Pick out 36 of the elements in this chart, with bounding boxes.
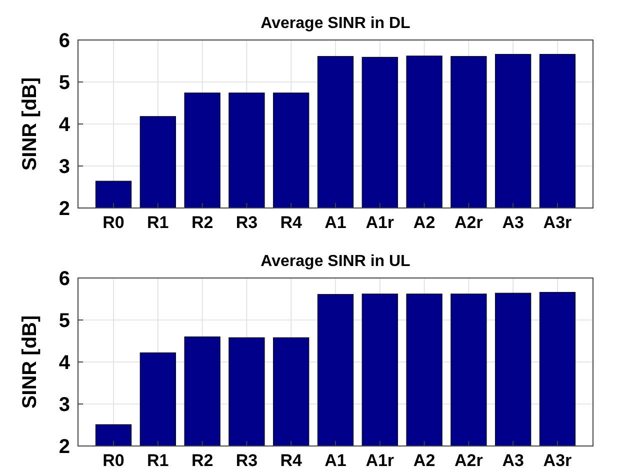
x-tick-label: R0: [102, 451, 124, 470]
x-tick-label: R3: [236, 451, 258, 470]
x-tick-label: A1r: [366, 451, 394, 470]
x-tick-label: A1: [324, 451, 346, 470]
x-tick-label: A2r: [454, 213, 484, 232]
x-tick-label: A3r: [543, 213, 572, 232]
x-tick-label: R4: [280, 213, 303, 232]
x-tick-label: R1: [147, 451, 169, 470]
x-tick-label: A2r: [454, 451, 484, 470]
x-tick-label: R2: [191, 451, 214, 470]
x-tick-label: A2: [413, 451, 436, 470]
x-tick-label: A2: [413, 213, 436, 232]
y-tick-label: 2: [58, 436, 70, 458]
y-tick-label: 3: [58, 394, 70, 416]
y-tick-label: 6: [58, 30, 70, 52]
y-tick-label: 3: [58, 156, 70, 178]
y-axis-title: SINR [dB]: [19, 77, 41, 171]
x-tick-label: A3r: [543, 451, 572, 470]
chart-title: Average SINR in DL: [260, 15, 411, 32]
x-tick-label: R2: [191, 213, 214, 232]
x-tick-label: R0: [102, 213, 124, 232]
x-tick-label: A3: [502, 213, 524, 232]
y-tick-label: 5: [58, 310, 70, 332]
x-tick-label: R3: [236, 213, 258, 232]
y-tick-label: 2: [58, 198, 70, 220]
x-tick-label: R1: [147, 213, 169, 232]
y-tick-label: 6: [58, 268, 70, 290]
y-axis-title: SINR [dB]: [19, 315, 41, 409]
y-tick-label: 4: [58, 114, 71, 136]
x-tick-label: A3: [502, 451, 524, 470]
x-tick-label: A1r: [366, 213, 394, 232]
y-tick-label: 5: [58, 72, 70, 94]
chart-title: Average SINR in UL: [260, 253, 411, 270]
x-tick-label: R4: [280, 451, 303, 470]
x-tick-label: A1: [324, 213, 346, 232]
y-tick-label: 4: [58, 352, 71, 374]
